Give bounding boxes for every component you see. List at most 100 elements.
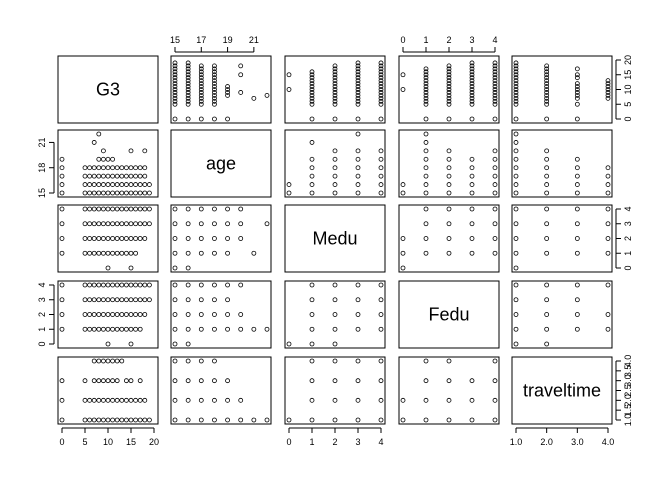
y-tick-label-G3: 0 bbox=[623, 116, 633, 121]
point bbox=[574, 250, 580, 256]
point bbox=[309, 93, 315, 98]
point bbox=[332, 326, 338, 332]
point bbox=[225, 378, 230, 384]
point bbox=[446, 397, 452, 403]
point bbox=[101, 221, 106, 227]
panel-G3-age bbox=[170, 55, 272, 124]
point bbox=[492, 72, 498, 78]
point bbox=[332, 156, 338, 162]
point bbox=[492, 60, 498, 66]
point bbox=[513, 131, 519, 137]
point bbox=[225, 282, 230, 288]
point bbox=[513, 95, 519, 101]
point bbox=[110, 282, 115, 288]
point bbox=[355, 156, 361, 162]
point bbox=[96, 312, 102, 317]
point bbox=[544, 98, 550, 104]
point bbox=[110, 358, 115, 364]
point bbox=[114, 358, 120, 364]
point bbox=[59, 417, 65, 423]
panel-traveltime-traveltime bbox=[511, 356, 613, 425]
point bbox=[574, 173, 580, 179]
point bbox=[513, 93, 519, 98]
point bbox=[605, 236, 611, 241]
point bbox=[605, 93, 611, 98]
point bbox=[605, 182, 611, 187]
point bbox=[212, 66, 217, 72]
point bbox=[91, 250, 97, 256]
point bbox=[225, 397, 230, 403]
point bbox=[574, 75, 580, 81]
point bbox=[110, 417, 115, 423]
panel-Fedu-age bbox=[170, 280, 272, 349]
point bbox=[185, 78, 191, 84]
point bbox=[124, 236, 129, 241]
point bbox=[114, 397, 120, 403]
point bbox=[378, 87, 384, 92]
point bbox=[128, 378, 134, 384]
point bbox=[91, 182, 97, 187]
point bbox=[172, 312, 178, 317]
point bbox=[513, 140, 519, 145]
point bbox=[212, 72, 217, 78]
point bbox=[544, 148, 550, 154]
point bbox=[492, 93, 498, 98]
point bbox=[469, 75, 475, 81]
point bbox=[355, 69, 361, 75]
point bbox=[185, 206, 191, 212]
point bbox=[96, 156, 102, 162]
point bbox=[513, 165, 519, 171]
point bbox=[119, 297, 125, 303]
point bbox=[355, 63, 361, 69]
point bbox=[574, 182, 580, 187]
point bbox=[332, 90, 338, 95]
point bbox=[128, 417, 134, 423]
point bbox=[124, 221, 129, 227]
point bbox=[225, 206, 230, 212]
y-tick-label-G3: 5 bbox=[623, 102, 633, 107]
point bbox=[309, 140, 315, 145]
point bbox=[446, 165, 452, 171]
point bbox=[355, 60, 361, 66]
point bbox=[59, 173, 65, 179]
point bbox=[105, 397, 111, 403]
point bbox=[574, 190, 580, 196]
point bbox=[574, 66, 580, 72]
point bbox=[332, 341, 338, 347]
point bbox=[400, 87, 406, 92]
point bbox=[59, 165, 65, 171]
point bbox=[128, 282, 134, 288]
point bbox=[137, 221, 143, 227]
point bbox=[198, 378, 204, 384]
point bbox=[82, 221, 88, 227]
point bbox=[137, 182, 143, 187]
point bbox=[574, 93, 580, 98]
point bbox=[378, 60, 384, 66]
point bbox=[91, 140, 97, 145]
point bbox=[212, 378, 217, 384]
point bbox=[423, 236, 429, 241]
point bbox=[91, 397, 97, 403]
point bbox=[400, 417, 406, 423]
point bbox=[146, 190, 152, 196]
point bbox=[574, 206, 580, 212]
point bbox=[332, 101, 338, 107]
point bbox=[101, 417, 106, 423]
point bbox=[238, 206, 244, 212]
point bbox=[119, 173, 125, 179]
point bbox=[513, 81, 519, 86]
point bbox=[378, 72, 384, 78]
point bbox=[264, 326, 270, 332]
point bbox=[513, 87, 519, 92]
point bbox=[332, 87, 338, 92]
point bbox=[91, 221, 97, 227]
point bbox=[605, 326, 611, 332]
point bbox=[574, 116, 580, 122]
point bbox=[212, 250, 217, 256]
y-tick-label-traveltime: 1.0 bbox=[623, 414, 633, 427]
point bbox=[225, 90, 230, 95]
point bbox=[544, 95, 550, 101]
point bbox=[133, 236, 139, 241]
point bbox=[185, 98, 191, 104]
point bbox=[96, 165, 102, 171]
